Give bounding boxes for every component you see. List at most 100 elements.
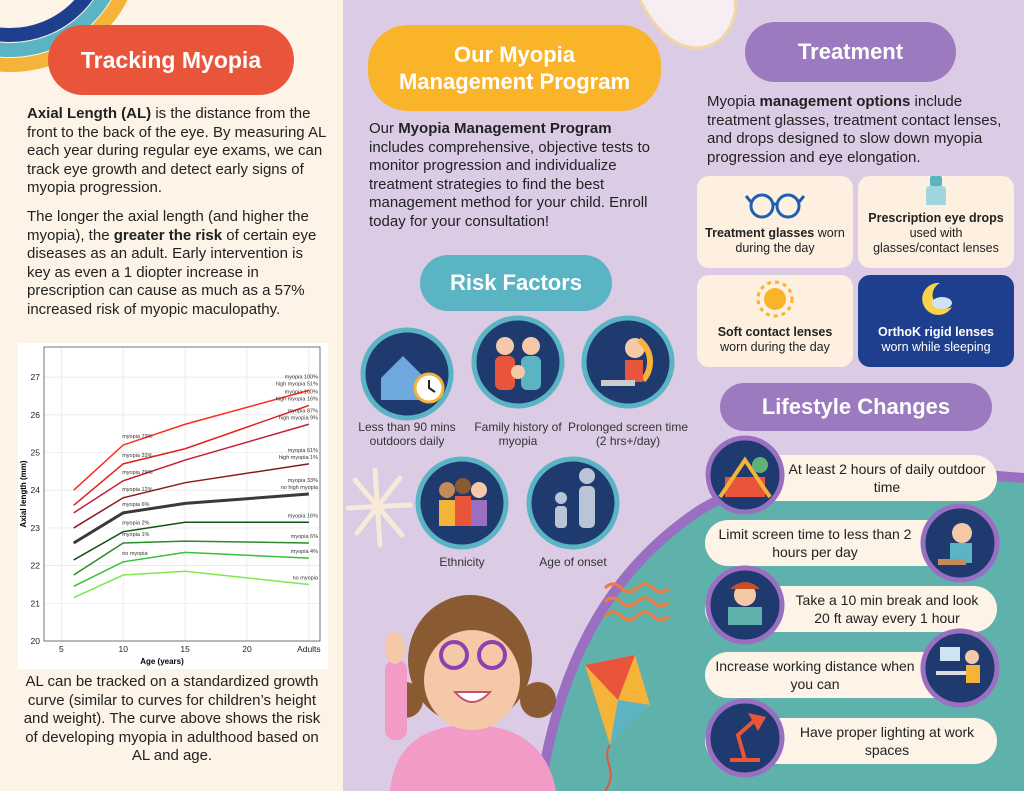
curve-end-label: myopia 33%: [288, 478, 318, 484]
text-run: The longer the axial length (and higher …: [27, 208, 309, 244]
x-axis-label: Age (years): [140, 657, 184, 666]
curve-end-label: myopia 16%: [288, 513, 318, 519]
growth-curve: [73, 423, 310, 514]
arc: [0, 0, 128, 72]
text-run: management options: [759, 93, 911, 110]
y-tick-label: 25: [31, 448, 41, 458]
curve-end-label: myopia 87%: [288, 408, 318, 414]
growth-curve: [73, 389, 310, 491]
squiggle-deco: [603, 582, 671, 622]
text-run: greater the risk: [113, 226, 223, 244]
growth-curve: [72, 492, 309, 545]
risk-label: Less than 90 mins outdoors daily: [358, 420, 456, 448]
curve-end-label: myopia 61%: [288, 448, 318, 454]
lifestyle-text: Take a 10 min break and look 20 ft away …: [795, 592, 979, 626]
tracking-paragraph: Axial Length (AL) is the distance from t…: [27, 105, 330, 198]
curve-start-label: no myopia: [122, 551, 148, 557]
growth-curve: [73, 463, 309, 529]
y-tick-label: 23: [31, 523, 41, 533]
desk-icon: [920, 628, 1000, 708]
lifestyle-text: Have proper lighting at work spaces: [799, 724, 975, 758]
treatment-card: Treatment glasses worn during the day: [697, 176, 853, 268]
flower-deco: [638, 0, 738, 50]
y-tick-label: 21: [31, 598, 41, 608]
growth-curve: [73, 570, 309, 599]
card-title: Treatment glasses: [705, 226, 815, 240]
x-tick-label: 20: [242, 644, 252, 654]
growth-curve: [73, 404, 310, 506]
kite-part: [585, 655, 635, 700]
axial-length-chart: 20 21 22 23 24 25 26 27 5 10 15 20 Adults Age (years)…: [18, 343, 328, 669]
lifestyle-text: Limit screen time to less than 2 hours p…: [718, 526, 912, 560]
risk-title: Risk Factors: [420, 255, 612, 311]
moon-icon: [922, 282, 952, 315]
y-tick-label: 20: [31, 636, 41, 646]
glasses-icon: [745, 193, 805, 219]
growth-curve: [73, 521, 309, 561]
curve-start-label: myopia 29%: [122, 470, 152, 476]
lifestyle-title: Lifestyle Changes: [720, 383, 992, 431]
curve-end-label: no high myopia: [281, 485, 319, 491]
curve-end-label: high myopia 51%: [276, 381, 318, 387]
y-tick-label: 24: [31, 485, 41, 495]
x-tick-label: 5: [59, 644, 64, 654]
risk-label: Family history of myopia: [474, 420, 562, 448]
text-run: include treatment glasses, treatment con…: [707, 93, 1002, 166]
y-tick-label: 26: [31, 410, 41, 420]
risk-icons: [360, 315, 675, 550]
chart-caption: AL can be tracked on a standardized grow…: [23, 673, 321, 765]
plot-border: [43, 346, 321, 642]
ethnicity-icon: [415, 456, 509, 550]
arc: [0, 0, 111, 57]
curve-start-label: myopia 1%: [122, 532, 149, 538]
sun-icon: [756, 280, 794, 318]
curve-start-label: myopia 73%: [122, 434, 152, 440]
text-run: includes comprehensive, objective tests …: [369, 138, 650, 230]
y-axis-label: Axial length (mm): [19, 460, 28, 527]
treatment-card: OrthoK rigid lenses worn while sleeping: [858, 275, 1014, 367]
text-run: Axial Length (AL): [27, 105, 152, 122]
card-text: used with glasses/contact lenses: [873, 226, 999, 255]
curve-end-label: high myopia 9%: [279, 415, 318, 421]
x-tick-label: 10: [118, 644, 128, 654]
text-run: Myopia: [707, 93, 760, 110]
card-title: OrthoK rigid lenses: [878, 325, 994, 339]
text-run: of certain eye diseases as an adult. Ear…: [27, 226, 317, 318]
y-tick-label: 27: [31, 372, 41, 382]
kite-tail: [604, 744, 612, 791]
text-run: is the distance from the front to the ba…: [27, 105, 326, 197]
text-run: Myopia Management Program: [398, 120, 612, 137]
lamp-icon: [705, 698, 785, 778]
curve-end-label: myopia 100%: [285, 374, 318, 380]
drops-icon: [926, 176, 946, 205]
treatment-intro: Myopia management options include treatm…: [707, 93, 1007, 167]
curve-start-label: myopia 33%: [122, 453, 152, 459]
kite-part: [610, 700, 650, 745]
outdoors-icon: [360, 327, 454, 421]
card-title: Soft contact lenses: [717, 325, 833, 339]
playground-icon: [705, 435, 785, 515]
curve-start-label: myopia 12%: [122, 487, 152, 493]
screen-child-icon: [920, 503, 1000, 583]
reading-icon: [705, 565, 785, 645]
card-text: worn during the day: [720, 340, 830, 354]
treatment-title: Treatment: [745, 22, 956, 82]
curve-start-label: myopia 6%: [122, 502, 149, 508]
girl-illustration: [385, 595, 556, 791]
curve-end-label: high myopia 16%: [276, 396, 318, 402]
treatment-card: Prescription eye drops used with glasses…: [858, 176, 1014, 268]
lifestyle-text: Increase working distance when you can: [715, 658, 915, 692]
risk-label: Age of onset: [539, 555, 607, 569]
card-text: worn while sleeping: [881, 340, 991, 354]
curve-end-label: myopia 4%: [291, 549, 318, 555]
text-run: Our: [369, 120, 399, 137]
card-title: Prescription eye drops: [868, 211, 1004, 225]
program-paragraph: Our Myopia Management Program includes c…: [369, 120, 669, 232]
curve-end-label: myopia 100%: [285, 389, 318, 395]
x-tick-label: Adults: [297, 644, 321, 654]
risk-label: Ethnicity: [439, 555, 485, 569]
program-title: Our Myopia Management Program: [368, 25, 661, 111]
screen-icon: [581, 315, 675, 409]
lifestyle-text: At least 2 hours of daily outdoor time: [788, 461, 986, 495]
